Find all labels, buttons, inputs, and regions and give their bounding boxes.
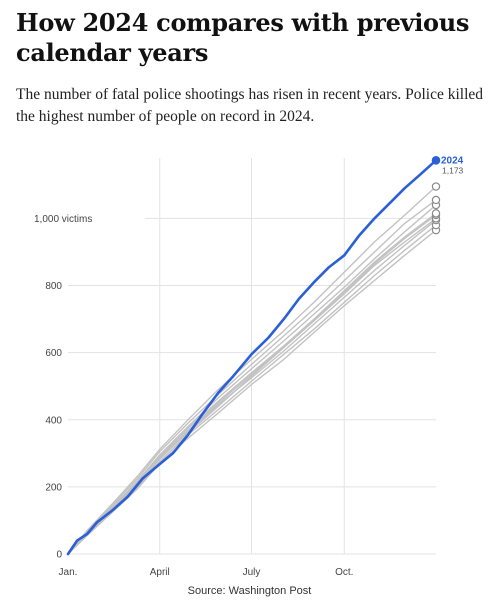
x-tick-label: Oct.: [335, 567, 353, 578]
year-end-markers: [432, 157, 440, 234]
previous-year-line: [68, 230, 436, 554]
y-tick-label: 800: [45, 281, 62, 292]
year-end-marker: [432, 196, 439, 203]
previous-year-line: [68, 218, 436, 554]
highlight-end-value-label: 1,173: [442, 165, 464, 175]
year-end-marker: [432, 210, 439, 217]
year-end-marker: [432, 183, 439, 190]
y-tick-label: 400: [45, 415, 62, 426]
x-tick-label: April: [150, 567, 170, 578]
x-tick-label: July: [243, 567, 261, 578]
page-subtitle: The number of fatal police shootings has…: [16, 84, 486, 128]
y-tick-label: 200: [45, 482, 62, 493]
y-tick-label: 1,000 victims: [34, 214, 92, 225]
highlight-end-marker: [432, 157, 440, 165]
page-title: How 2024 compares with previous calendar…: [16, 8, 486, 68]
highlight-year-line: [68, 160, 436, 554]
previous-years-lines: [68, 187, 436, 555]
x-tick-label: Jan.: [59, 567, 78, 578]
source-note: Source: Washington Post: [0, 585, 499, 597]
highlight-year-path: [68, 160, 436, 554]
y-tick-label: 0: [56, 550, 62, 561]
y-tick-label: 600: [45, 348, 62, 359]
line-chart: 0 200 400 600 800 1,000 victims Jan. April July O…: [0, 140, 499, 585]
